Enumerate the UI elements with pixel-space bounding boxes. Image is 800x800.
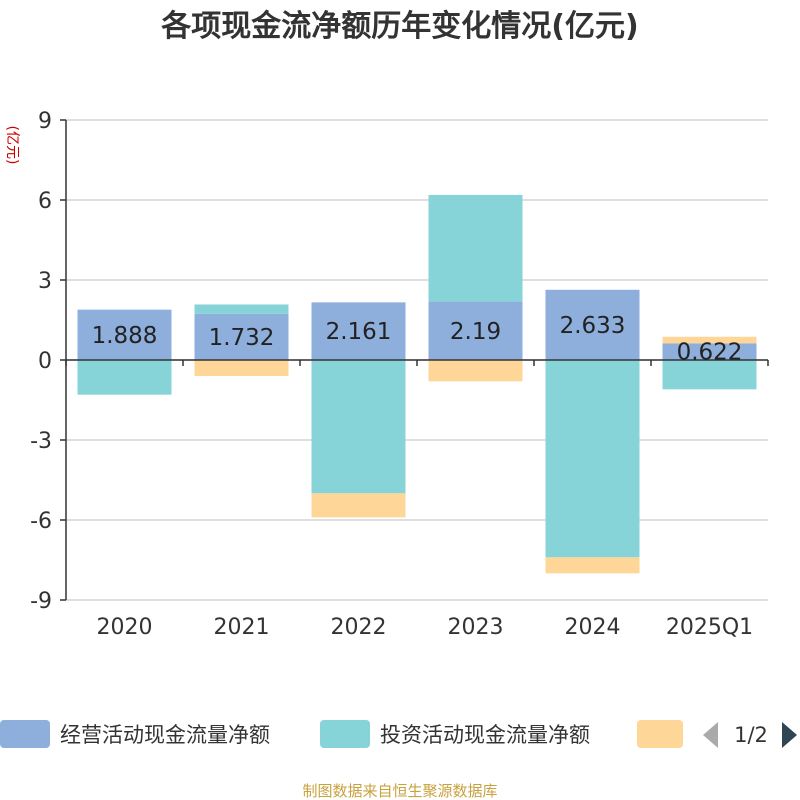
bar-operating[interactable]: [545, 289, 640, 360]
y-tick-label: -6: [30, 509, 52, 534]
y-tick-label: 0: [38, 349, 52, 374]
legend-swatch-investing[interactable]: [320, 720, 370, 748]
data-label: 1.888: [92, 323, 158, 349]
x-tick-label: 2023: [448, 615, 504, 640]
bar-investing[interactable]: [311, 360, 406, 494]
y-tick-label: -3: [30, 429, 52, 454]
bar-operating[interactable]: [662, 343, 757, 360]
bar-financing[interactable]: [194, 360, 289, 376]
y-axis-label: (亿元): [4, 126, 20, 165]
bar-financing[interactable]: [428, 360, 523, 382]
x-tick-label: 2025Q1: [666, 615, 753, 640]
data-label: 2.633: [560, 313, 626, 339]
bar-financing[interactable]: [662, 336, 757, 344]
source-note: 制图数据来自恒生聚源数据库: [302, 782, 497, 800]
bar-investing[interactable]: [77, 360, 172, 395]
chart-title: 各项现金流净额历年变化情况(亿元): [160, 9, 638, 44]
bar-financing[interactable]: [545, 557, 640, 574]
legend-label-operating[interactable]: 经营活动现金流量净额: [60, 723, 270, 747]
bar-operating[interactable]: [428, 301, 523, 360]
bar-investing[interactable]: [545, 360, 640, 558]
bar-investing[interactable]: [194, 304, 289, 314]
legend-next-page-icon[interactable]: [782, 722, 797, 748]
bar-investing[interactable]: [428, 194, 523, 302]
legend-swatch-financing[interactable]: [637, 720, 683, 748]
legend-page-indicator: 1/2: [734, 723, 768, 747]
bar-financing[interactable]: [311, 493, 406, 518]
bar-operating[interactable]: [77, 309, 172, 360]
bars: [77, 194, 757, 574]
data-label: 1.732: [209, 325, 275, 351]
data-label: 2.19: [450, 319, 501, 345]
bar-investing[interactable]: [662, 360, 757, 390]
y-tick-label: -9: [30, 589, 52, 614]
legend-swatch-operating[interactable]: [0, 720, 50, 748]
axes: 9 6 3 0 -3 -6 -9 2020 2021 2022 2023 2024 2025Q1: [30, 109, 769, 640]
data-label: 0.622: [677, 340, 743, 366]
bar-operating[interactable]: [311, 302, 406, 360]
x-tick-label: 2022: [331, 615, 387, 640]
bar-operating[interactable]: [194, 313, 289, 360]
legend-prev-page-icon[interactable]: [703, 722, 718, 748]
y-tick-label: 3: [38, 269, 52, 294]
x-tick-label: 2024: [565, 615, 621, 640]
legend-label-investing[interactable]: 投资活动现金流量净额: [380, 723, 590, 747]
y-tick-label: 9: [38, 109, 52, 134]
data-label: 2.161: [326, 319, 392, 345]
x-tick-label: 2021: [214, 615, 270, 640]
y-tick-label: 6: [38, 189, 52, 214]
data-labels: 1.888 1.732 2.161 2.19 2.633 0.622: [92, 313, 743, 366]
x-tick-label: 2020: [97, 615, 153, 640]
legend: 经营活动现金流量净额 投资活动现金流量净额 1/2: [0, 720, 797, 748]
